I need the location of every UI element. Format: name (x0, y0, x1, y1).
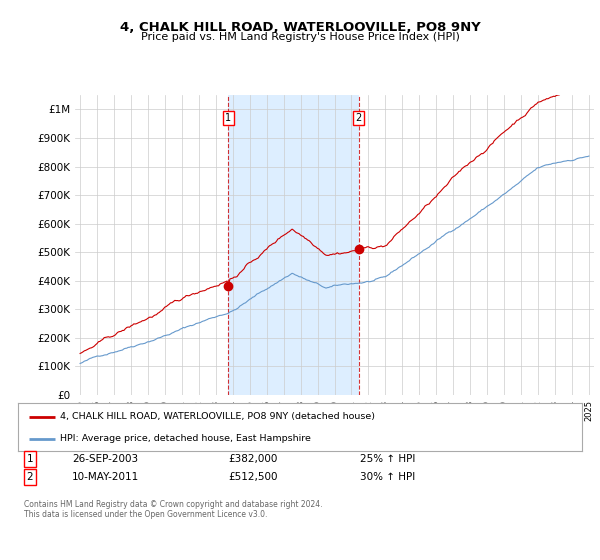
Text: 4, CHALK HILL ROAD, WATERLOOVILLE, PO8 9NY (detached house): 4, CHALK HILL ROAD, WATERLOOVILLE, PO8 9… (60, 412, 376, 421)
Text: Price paid vs. HM Land Registry's House Price Index (HPI): Price paid vs. HM Land Registry's House … (140, 32, 460, 43)
Text: 2: 2 (26, 472, 34, 482)
Text: 1: 1 (226, 113, 232, 123)
Text: £512,500: £512,500 (228, 472, 277, 482)
Text: 30% ↑ HPI: 30% ↑ HPI (360, 472, 415, 482)
Text: 25% ↑ HPI: 25% ↑ HPI (360, 454, 415, 464)
Text: 10-MAY-2011: 10-MAY-2011 (72, 472, 139, 482)
Text: £382,000: £382,000 (228, 454, 277, 464)
Text: HPI: Average price, detached house, East Hampshire: HPI: Average price, detached house, East… (60, 435, 311, 444)
Text: 1: 1 (26, 454, 34, 464)
Text: 4, CHALK HILL ROAD, WATERLOOVILLE, PO8 9NY: 4, CHALK HILL ROAD, WATERLOOVILLE, PO8 9… (119, 21, 481, 34)
Text: 26-SEP-2003: 26-SEP-2003 (72, 454, 138, 464)
Text: Contains HM Land Registry data © Crown copyright and database right 2024.
This d: Contains HM Land Registry data © Crown c… (24, 500, 323, 519)
Text: 2: 2 (355, 113, 362, 123)
Bar (229, 95, 359, 395)
